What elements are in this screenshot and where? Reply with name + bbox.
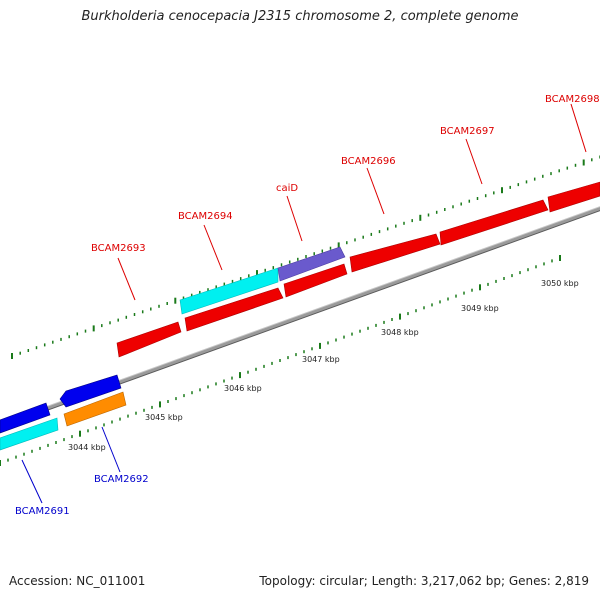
gene-feature-bcam2691-b	[0, 417, 59, 451]
scale-label: 3050 kbp	[541, 279, 579, 288]
gene-feature-bcam2693[interactable]	[116, 321, 182, 358]
gene-label-bcam2694: BCAM2694	[178, 211, 233, 222]
gene-label-bcam2698: BCAM2698	[545, 94, 600, 105]
tick-tracks	[0, 155, 600, 466]
gene-feature-caid[interactable]	[277, 246, 346, 282]
gene-label-bcam2693: BCAM2693	[91, 243, 146, 254]
gene-feature-bcam2692-b	[63, 391, 127, 427]
gene-feature-bcam2694[interactable]	[179, 267, 279, 315]
scale-label: 3047 kbp	[302, 355, 340, 364]
gene-feature-bcam2698[interactable]	[547, 181, 600, 213]
gene-features	[0, 181, 600, 451]
gene-label-bcam2697: BCAM2697	[440, 126, 495, 137]
gene-feature-bcam2693-b	[184, 287, 284, 332]
scale-labels: 3044 kbp 3045 kbp 3046 kbp 3047 kbp 3048…	[68, 279, 579, 452]
gene-feature-bcam2692[interactable]	[59, 374, 122, 408]
scale-label: 3046 kbp	[224, 384, 262, 393]
map-title: Burkholderia cenocepacia J2315 chromosom…	[81, 9, 519, 24]
gene-label-bcam2691: BCAM2691	[15, 506, 70, 517]
gene-feature-bcam2696[interactable]	[349, 233, 441, 273]
scale-label: 3048 kbp	[381, 328, 419, 337]
genome-summary-text: Topology: circular; Length: 3,217,062 bp…	[259, 574, 589, 588]
scale-label: 3049 kbp	[461, 304, 499, 313]
gene-feature-bcam2697[interactable]	[439, 199, 549, 246]
gene-feature-bcam2691[interactable]	[0, 402, 51, 434]
gene-labels: BCAM2693 BCAM2694 caiD BCAM2696 BCAM2697…	[15, 94, 600, 517]
gene-label-caid: caiD	[276, 183, 298, 194]
gene-label-bcam2692: BCAM2692	[94, 474, 149, 485]
scale-label: 3044 kbp	[68, 443, 106, 452]
gene-feature-bcam2693-c	[283, 263, 348, 298]
gene-label-bcam2696: BCAM2696	[341, 156, 396, 167]
scale-label: 3045 kbp	[145, 413, 183, 422]
accession-text: Accession: NC_011001	[9, 574, 146, 588]
label-leaders	[21, 103, 587, 504]
